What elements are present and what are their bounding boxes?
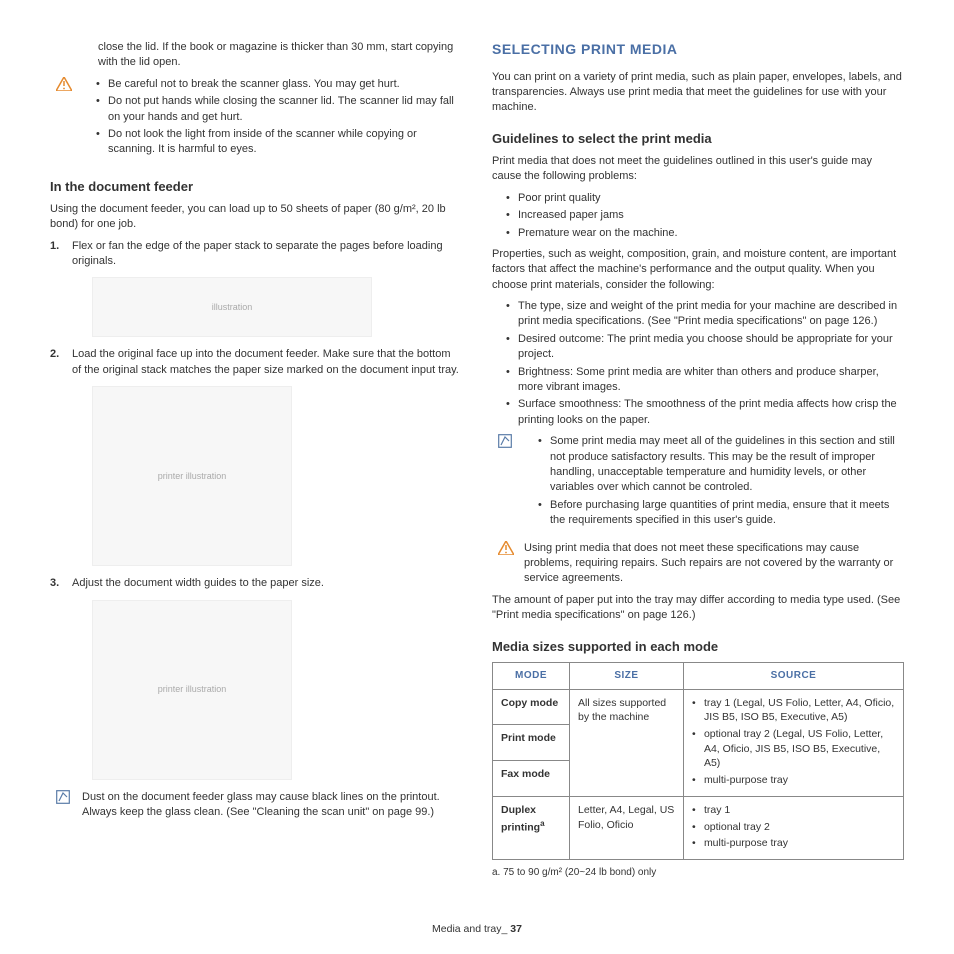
- cell-duplex-source: tray 1 optional tray 2 multi-purpose tra…: [683, 796, 903, 859]
- warning-callout-scanner: Be careful not to break the scanner glas…: [50, 77, 462, 164]
- considerations-list: The type, size and weight of the print m…: [492, 299, 904, 428]
- feeder-intro: Using the document feeder, you can load …: [50, 202, 462, 233]
- warning-icon: [56, 77, 74, 164]
- warning-text: Using print media that does not meet the…: [524, 541, 904, 587]
- step-3: 3.Adjust the document width guides to th…: [50, 576, 462, 779]
- problem-item: Poor print quality: [506, 191, 904, 206]
- step-1: 1.Flex or fan the edge of the paper stac…: [50, 239, 462, 338]
- amount-text: The amount of paper put into the tray ma…: [492, 593, 904, 624]
- feeder-steps: 1.Flex or fan the edge of the paper stac…: [50, 239, 462, 780]
- note-icon: [56, 790, 74, 821]
- th-source: SOURCE: [683, 662, 903, 689]
- problem-item: Increased paper jams: [506, 208, 904, 223]
- heading-guidelines: Guidelines to select the print media: [492, 130, 904, 148]
- step-2: 2.Load the original face up into the doc…: [50, 347, 462, 566]
- cell-size-all: All sizes supported by the machine: [570, 689, 684, 796]
- warning-icon: [498, 541, 516, 587]
- footer-section: Media and tray_: [432, 923, 507, 935]
- illustration-width-guides: printer illustration: [92, 600, 292, 780]
- table-footnote: a. 75 to 90 g/m² (20~24 lb bond) only: [492, 866, 904, 880]
- table-row: Duplex printinga Letter, A4, Legal, US F…: [493, 796, 904, 859]
- warn-item: Do not look the light from inside of the…: [96, 127, 462, 158]
- cell-mode: Fax mode: [493, 761, 570, 797]
- cell-source-all: tray 1 (Legal, US Folio, Letter, A4, Ofi…: [683, 689, 903, 796]
- th-size: SIZE: [570, 662, 684, 689]
- problems-list: Poor print quality Increased paper jams …: [492, 191, 904, 241]
- table-header-row: MODE SIZE SOURCE: [493, 662, 904, 689]
- source-item: optional tray 2 (Legal, US Folio, Letter…: [692, 727, 895, 771]
- source-item: multi-purpose tray: [692, 836, 895, 851]
- note-text: Dust on the document feeder glass may ca…: [82, 790, 462, 821]
- cell-duplex-size: Letter, A4, Legal, US Folio, Oficio: [570, 796, 684, 859]
- note-icon: [498, 434, 516, 534]
- properties-text: Properties, such as weight, composition,…: [492, 247, 904, 293]
- source-item: multi-purpose tray: [692, 773, 895, 788]
- consideration-item: Surface smoothness: The smoothness of th…: [506, 397, 904, 428]
- note-item: Before purchasing large quantities of pr…: [538, 498, 904, 529]
- heading-document-feeder: In the document feeder: [50, 178, 462, 196]
- illustration-load-original: printer illustration: [92, 386, 292, 566]
- illustration-fan-paper: illustration: [92, 277, 372, 337]
- left-column: close the lid. If the book or magazine i…: [50, 40, 462, 910]
- note-callout-dust: Dust on the document feeder glass may ca…: [50, 790, 462, 821]
- intro-tail: close the lid. If the book or magazine i…: [50, 40, 462, 71]
- warning-list: Be careful not to break the scanner glas…: [82, 77, 462, 158]
- consideration-item: Brightness: Some print media are whiter …: [506, 365, 904, 396]
- page-footer: Media and tray_ 37: [50, 922, 904, 937]
- warning-callout-media: Using print media that does not meet the…: [492, 541, 904, 587]
- consideration-item: The type, size and weight of the print m…: [506, 299, 904, 330]
- th-mode: MODE: [493, 662, 570, 689]
- warn-item: Be careful not to break the scanner glas…: [96, 77, 462, 92]
- cell-mode: Copy mode: [493, 689, 570, 725]
- heading-selecting-print-media: SELECTING PRINT MEDIA: [492, 40, 904, 60]
- guidelines-intro: Print media that does not meet the guide…: [492, 154, 904, 185]
- warn-item: Do not put hands while closing the scann…: [96, 94, 462, 125]
- right-column: SELECTING PRINT MEDIA You can print on a…: [492, 40, 904, 910]
- cell-mode-duplex: Duplex printinga: [493, 796, 570, 859]
- problem-item: Premature wear on the machine.: [506, 226, 904, 241]
- media-sizes-table: MODE SIZE SOURCE Copy mode All sizes sup…: [492, 662, 904, 860]
- source-item: tray 1: [692, 803, 895, 818]
- cell-mode: Print mode: [493, 725, 570, 761]
- footer-page-number: 37: [510, 923, 522, 935]
- source-item: tray 1 (Legal, US Folio, Letter, A4, Ofi…: [692, 696, 895, 725]
- consideration-item: Desired outcome: The print media you cho…: [506, 332, 904, 363]
- source-item: optional tray 2: [692, 820, 895, 835]
- table-row: Copy mode All sizes supported by the mac…: [493, 689, 904, 725]
- note-item: Some print media may meet all of the gui…: [538, 434, 904, 496]
- note-callout-guidelines: Some print media may meet all of the gui…: [492, 434, 904, 534]
- note-list: Some print media may meet all of the gui…: [524, 434, 904, 528]
- media-intro: You can print on a variety of print medi…: [492, 70, 904, 116]
- heading-media-sizes: Media sizes supported in each mode: [492, 638, 904, 656]
